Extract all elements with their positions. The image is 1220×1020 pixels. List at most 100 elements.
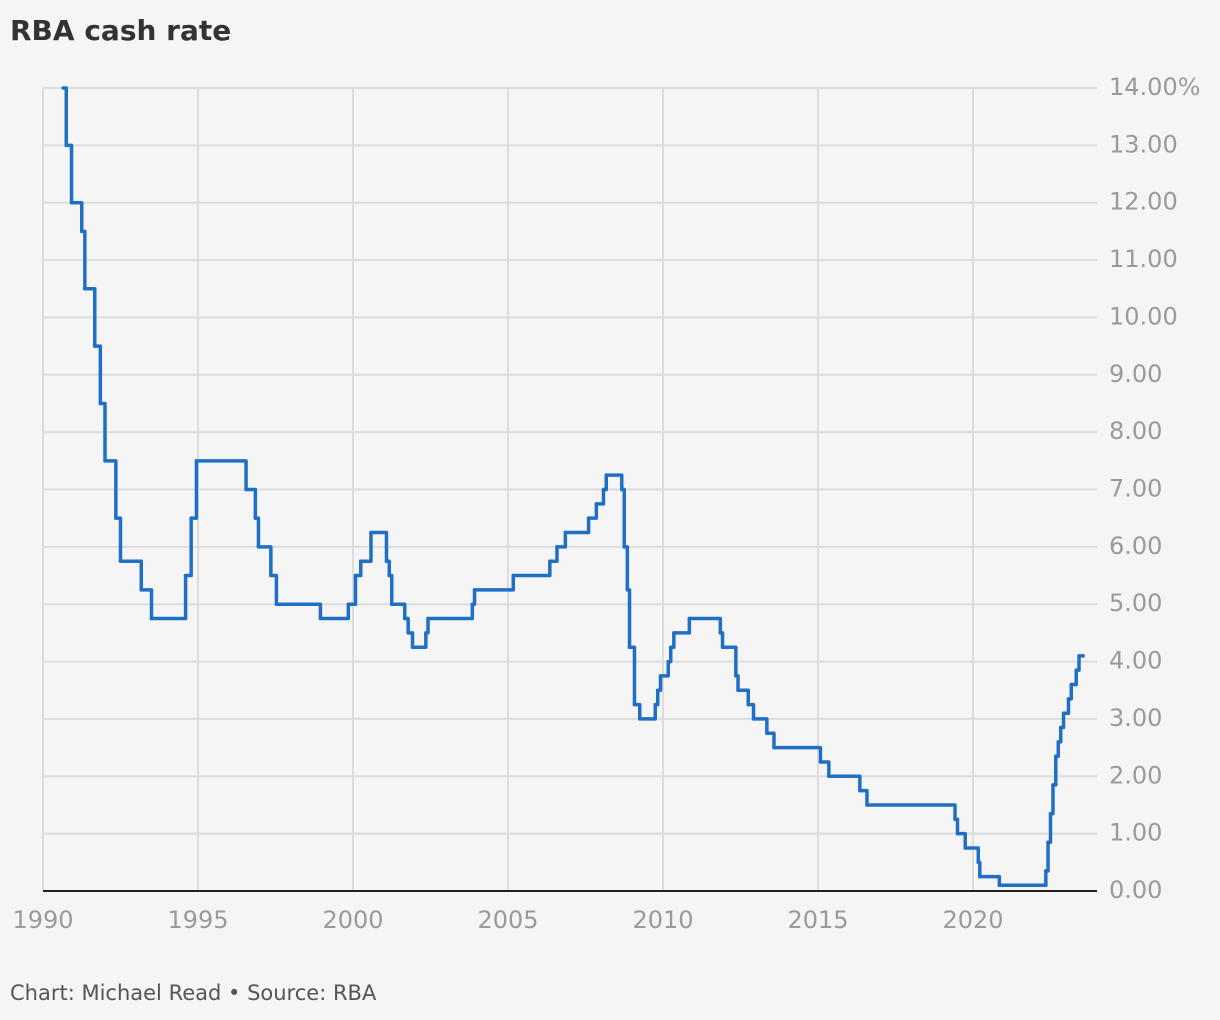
step-segment: [555, 530, 568, 549]
step-segment: [387, 573, 394, 606]
step-segment: [669, 631, 676, 649]
step-segment: [244, 487, 258, 520]
step-segment: [424, 616, 430, 635]
step-segment: [194, 459, 248, 492]
x-tick-label: 2010: [632, 906, 693, 934]
step-segment: [346, 573, 358, 606]
step-segment: [69, 200, 84, 234]
step-segment: [1074, 654, 1081, 672]
y-tick-label: 14.00%: [1109, 73, 1201, 101]
source-note: Chart: Michael Read • Source: RBA: [10, 981, 377, 1005]
y-tick-label: 7.00: [1109, 475, 1162, 503]
y-tick-label: 6.00: [1109, 532, 1162, 560]
step-segment: [1056, 725, 1063, 744]
step-segment: [93, 344, 103, 406]
step-segment: [384, 559, 392, 578]
step-segment: [818, 760, 831, 779]
x-tick-label: 1995: [167, 906, 228, 934]
step-segment: [653, 688, 660, 707]
y-tick-label: 12.00: [1109, 188, 1178, 216]
step-segment: [734, 674, 740, 692]
step-segment: [410, 631, 428, 649]
step-segment: [1054, 740, 1060, 758]
step-segment: [118, 559, 144, 592]
y-tick-label: 11.00: [1109, 245, 1178, 273]
step-segment: [103, 459, 118, 520]
x-tick-label: 1990: [12, 906, 73, 934]
y-tick-label: 4.00: [1109, 647, 1162, 675]
step-segment: [511, 559, 552, 578]
step-segment: [426, 602, 475, 621]
step-segment: [1048, 783, 1055, 816]
step-segment: [274, 602, 323, 621]
step-segment: [953, 817, 960, 836]
step-segment: [149, 573, 188, 621]
step-segment: [403, 616, 410, 635]
step-segment: [601, 473, 609, 492]
step-segment: [586, 502, 599, 520]
step-segment: [253, 516, 261, 549]
x-tick-label: 2020: [942, 906, 1003, 934]
step-segment: [470, 588, 477, 606]
step-segment: [625, 588, 632, 649]
step-segment: [865, 803, 957, 822]
step-segment: [548, 545, 559, 563]
step-segment: [114, 516, 123, 563]
y-tick-label: 8.00: [1109, 417, 1162, 445]
step-segment: [655, 674, 663, 692]
step-segment: [1051, 754, 1058, 787]
step-segment: [406, 631, 415, 649]
step-segment: [638, 702, 657, 721]
step-segment: [256, 545, 273, 578]
step-segment: [353, 559, 363, 578]
step-segment: [827, 774, 862, 793]
step-segment: [751, 717, 769, 736]
step-segment: [997, 869, 1048, 888]
step-segment: [955, 831, 967, 850]
step-segment: [269, 573, 279, 606]
step-segment: [1044, 840, 1050, 873]
step-segment: [632, 702, 642, 721]
step-segment: [563, 516, 591, 535]
step-segment: [604, 473, 624, 492]
step-segment: [627, 645, 637, 707]
step-segment: [1046, 811, 1053, 844]
y-tick-label: 13.00: [1109, 130, 1178, 158]
y-tick-label: 1.00: [1109, 819, 1162, 847]
step-segment: [976, 860, 982, 879]
step-segment: [83, 287, 97, 348]
x-tick-label: 2015: [787, 906, 848, 934]
step-segment: [369, 530, 389, 563]
step-segment: [1066, 682, 1074, 701]
y-tick-label: 9.00: [1109, 360, 1162, 388]
chart-title: RBA cash rate: [10, 14, 231, 47]
step-segment: [765, 731, 776, 750]
y-tick-label: 2.00: [1109, 761, 1162, 789]
step-segment: [736, 688, 750, 707]
step-segment: [594, 487, 606, 506]
step-segment: [359, 530, 373, 563]
x-tick-label: 2000: [322, 906, 383, 934]
step-segment: [61, 86, 68, 148]
step-segment: [139, 588, 154, 621]
step-segment: [720, 645, 738, 678]
step-segment: [64, 143, 74, 205]
step-segment: [80, 229, 87, 291]
step-segment: [318, 602, 351, 621]
step-segment: [98, 401, 107, 463]
step-segment: [858, 788, 869, 807]
step-segment: [963, 846, 981, 865]
y-tick-label: 3.00: [1109, 704, 1162, 732]
y-tick-label: 10.00: [1109, 302, 1178, 330]
step-segment: [183, 516, 193, 578]
step-segment: [687, 616, 723, 635]
y-tick-label: 5.00: [1109, 589, 1162, 617]
step-segment: [1058, 711, 1066, 730]
step-segment: [772, 745, 823, 764]
y-tick-label: 0.00: [1109, 876, 1162, 904]
step-segment: [672, 616, 692, 635]
step-segment: [390, 602, 407, 621]
step-segment: [620, 487, 626, 549]
step-segment: [746, 702, 756, 721]
